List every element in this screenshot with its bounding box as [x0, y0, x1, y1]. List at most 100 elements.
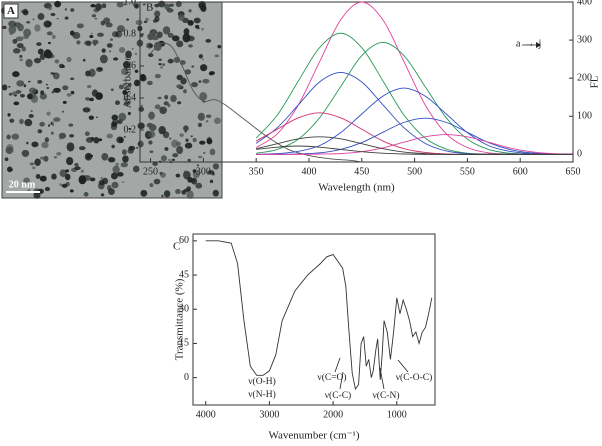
particle	[195, 182, 203, 189]
particle	[177, 101, 182, 105]
x-tick-label: 300	[196, 166, 211, 177]
particle	[167, 103, 171, 108]
particle	[163, 101, 169, 106]
particle	[70, 8, 75, 12]
scale-bar-label: 20 nm	[9, 179, 36, 190]
band-annotation: ν(C=O)	[317, 372, 346, 383]
particle	[158, 126, 166, 135]
particle	[187, 158, 191, 162]
particle	[160, 66, 163, 69]
particle	[59, 183, 62, 187]
particle	[148, 130, 156, 138]
particle	[25, 58, 33, 68]
particle	[51, 34, 56, 39]
particle	[84, 131, 90, 137]
particle	[97, 182, 105, 190]
particle	[110, 88, 114, 92]
particle	[123, 86, 130, 91]
x-tick-label: 3000	[259, 409, 279, 420]
particle	[78, 175, 87, 185]
particle	[217, 44, 222, 49]
particle	[209, 148, 216, 156]
particle	[191, 65, 195, 68]
particle	[122, 181, 125, 183]
particle	[182, 33, 191, 43]
series-line	[150, 42, 362, 163]
particle	[206, 138, 213, 145]
particle	[79, 146, 86, 151]
particle	[124, 99, 130, 107]
tem-image-panel: A 20 nm	[1, 0, 223, 199]
particle	[214, 54, 220, 58]
band-annotation: ν(C-N)	[373, 390, 400, 401]
particle	[203, 151, 206, 154]
particle	[58, 132, 67, 139]
particle	[61, 65, 65, 69]
particle	[50, 72, 54, 75]
particle	[162, 26, 171, 35]
x-tick-label: 1000	[387, 409, 407, 420]
particle	[128, 83, 132, 87]
particle	[118, 84, 124, 90]
particle	[160, 155, 167, 162]
particle	[110, 38, 113, 41]
particle	[134, 69, 139, 73]
particle	[120, 162, 129, 168]
particle	[175, 189, 181, 195]
particle	[135, 19, 143, 26]
series-line	[256, 87, 574, 155]
particle	[69, 30, 75, 36]
particle	[32, 166, 36, 170]
particle	[21, 149, 30, 157]
band-annotation: ν(N-H)	[248, 389, 276, 400]
particle	[27, 93, 33, 100]
particle	[47, 41, 51, 45]
particle	[103, 17, 111, 24]
particle	[15, 36, 24, 42]
particle	[27, 80, 31, 83]
y-tick-label: 0.2	[124, 124, 137, 135]
particle	[15, 89, 22, 94]
particle	[185, 138, 189, 142]
particle	[83, 192, 89, 197]
particle	[11, 91, 17, 96]
panel-label-box	[3, 3, 19, 19]
y-tick-label: 0.8	[124, 28, 137, 39]
particle	[8, 92, 13, 96]
particle	[188, 44, 193, 48]
particle	[53, 156, 58, 159]
particle	[100, 193, 105, 197]
particle	[101, 152, 109, 161]
particle	[183, 89, 187, 94]
particle	[176, 145, 184, 155]
particle	[152, 30, 158, 35]
plot-frame	[192, 233, 436, 406]
particle	[92, 39, 99, 45]
particle	[122, 89, 128, 95]
particle	[19, 54, 23, 58]
particle	[157, 31, 163, 38]
particle	[90, 4, 96, 8]
particle	[209, 71, 215, 76]
particle	[64, 173, 71, 181]
particle	[19, 58, 24, 62]
particle	[147, 80, 153, 86]
particle	[12, 38, 18, 44]
particle	[53, 87, 61, 93]
particle	[147, 33, 154, 41]
particle	[164, 94, 169, 100]
y2-tick-label: 0	[577, 149, 582, 160]
particle	[183, 28, 190, 36]
particle	[198, 54, 203, 59]
particle	[186, 190, 194, 199]
particle	[188, 9, 192, 13]
particle	[62, 100, 67, 104]
particle	[142, 3, 146, 6]
particle	[89, 98, 92, 102]
particle	[123, 82, 126, 87]
particle	[127, 148, 134, 154]
particle	[154, 10, 161, 18]
particle	[76, 40, 81, 45]
x-tick-label: 600	[513, 166, 528, 177]
particle	[11, 135, 14, 138]
